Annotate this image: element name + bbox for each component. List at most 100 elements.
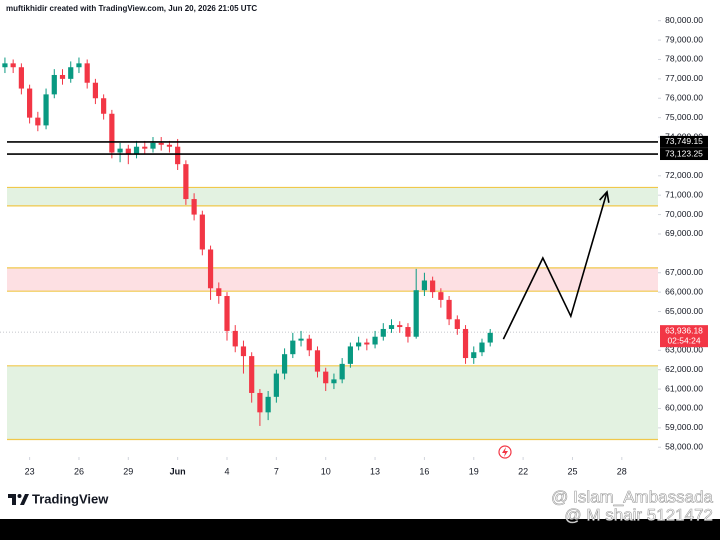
y-tick-label: 69,000.00 (665, 228, 703, 238)
brand-name: TradingView (32, 491, 109, 506)
candle-body (166, 144, 173, 147)
brand-logo: TradingView (8, 491, 109, 506)
candle-body (51, 74, 57, 95)
candle-body (388, 325, 395, 329)
zone (7, 267, 658, 292)
header-text: muftikhidir created with TradingView.com… (6, 4, 257, 13)
countdown-label: 02:54:24 (667, 335, 700, 345)
arrow-head (599, 190, 610, 203)
y-tick-label: 75,000.00 (665, 112, 703, 122)
y-tick-label: 62,000.00 (665, 364, 703, 374)
candle-body (249, 356, 255, 393)
candle-body (68, 67, 74, 79)
x-tick-label: 25 (567, 466, 577, 476)
watermark: @ M shair 5121472 (564, 505, 713, 524)
candle-body (125, 148, 131, 155)
price-label: 73,123.25 (665, 148, 703, 158)
price-label-box (660, 135, 708, 148)
candle-body (364, 342, 370, 345)
y-tick-label: 59,000.00 (665, 422, 703, 432)
x-tick-label: 29 (123, 466, 133, 476)
x-tick-label: 4 (225, 466, 230, 476)
candle-body (265, 396, 271, 413)
candle-body (298, 338, 304, 341)
candle-body (397, 325, 403, 328)
candle-body (84, 63, 90, 83)
y-tick-label: 58,000.00 (665, 441, 703, 451)
y-tick-label: 76,000.00 (665, 92, 703, 102)
zone (7, 187, 658, 206)
candle-body (339, 363, 345, 380)
candle-body (479, 342, 485, 353)
x-tick-label: 23 (25, 466, 35, 476)
x-tick-label: Jun (170, 466, 186, 476)
candle-body (380, 328, 386, 337)
projection-line (502, 191, 608, 340)
y-tick-label: 66,000.00 (665, 286, 703, 296)
candle-body (462, 328, 469, 359)
icon-ring (498, 445, 512, 459)
candle-body (18, 67, 24, 89)
candle-body (471, 352, 477, 359)
candle-body (372, 336, 378, 345)
x-tick-label: 7 (274, 466, 279, 476)
y-tick-label: 72,000.00 (665, 170, 703, 180)
candle-body (207, 249, 214, 289)
candle-body (413, 290, 419, 337)
bottom-band (0, 519, 720, 540)
candle-body (183, 164, 189, 200)
candle-body (43, 94, 49, 126)
candle-body (232, 330, 238, 347)
candle-body (199, 214, 205, 250)
y-tick-label: 80,000.00 (665, 15, 703, 25)
candle-body (27, 88, 33, 118)
candle-body (290, 340, 296, 355)
candle-body (216, 288, 222, 297)
zone (7, 365, 658, 440)
y-tick-label: 78,000.00 (665, 54, 703, 64)
candle-body (430, 280, 436, 293)
candle-body (101, 98, 107, 114)
candle-body (240, 346, 247, 357)
candle-body (405, 327, 411, 337)
candle-body (117, 148, 123, 153)
x-tick-label: 16 (419, 466, 429, 476)
last-price-box (660, 325, 708, 348)
candle-body (438, 292, 444, 300)
candle-body (150, 142, 156, 149)
y-tick-label: 70,000.00 (665, 209, 703, 219)
candle-body (76, 63, 82, 68)
candle-body (133, 146, 140, 155)
y-tick-label: 65,000.00 (665, 306, 703, 316)
y-tick-label: 79,000.00 (665, 34, 703, 44)
candle-body (314, 350, 321, 372)
candle-body (2, 63, 8, 68)
candle-body (257, 392, 263, 413)
logo-dot (17, 494, 22, 498)
y-tick-label: 71,000.00 (665, 189, 703, 199)
watermark: @ Islam_Ambassada (551, 487, 713, 506)
candle-body (175, 146, 181, 165)
candle-body (347, 346, 353, 364)
logo-mark (20, 494, 29, 505)
y-tick-label: 67,000.00 (665, 267, 703, 277)
candle-body (59, 74, 66, 79)
x-tick-label: 22 (518, 466, 528, 476)
candle-body (35, 117, 41, 126)
candle-body (487, 332, 493, 343)
logo-mark (8, 494, 16, 505)
x-tick-label: 26 (74, 466, 84, 476)
y-tick-label: 63,000.00 (665, 345, 703, 355)
price-label-box (660, 148, 708, 161)
candle-body (446, 299, 452, 320)
plot-area: 80,000.00 79,000.00 78,000.00 77,000.00 76,0… (0, 15, 708, 476)
candle-body (454, 319, 460, 329)
y-tick-label: 77,000.00 (665, 73, 703, 83)
x-tick-label: 10 (321, 466, 331, 476)
candle-body (331, 379, 337, 384)
candle-body (281, 354, 288, 374)
candle-body (109, 113, 115, 153)
icon-bolt (502, 447, 508, 457)
x-tick-label: 28 (617, 466, 627, 476)
